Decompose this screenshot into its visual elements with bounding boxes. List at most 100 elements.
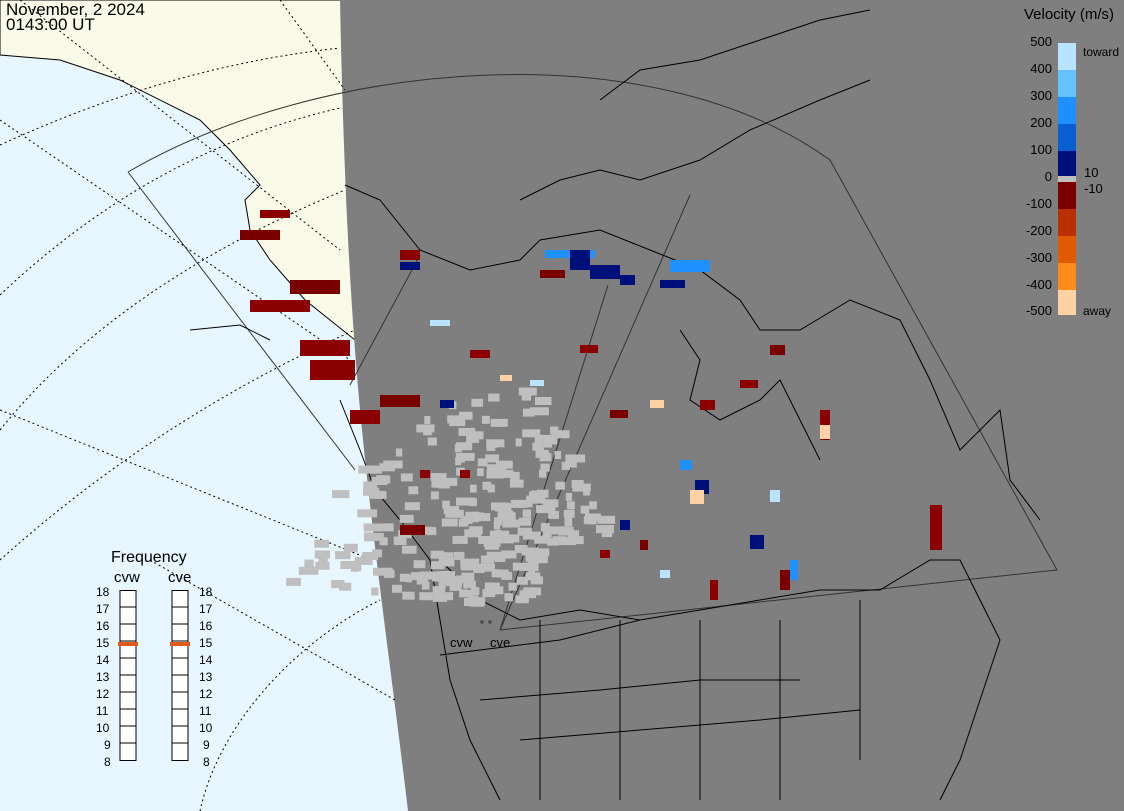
ground-scatter-cell xyxy=(491,569,500,578)
ground-scatter-cell xyxy=(501,550,517,559)
ground-scatter-cell xyxy=(431,479,446,488)
ground-scatter-cell xyxy=(455,442,473,451)
ground-scatter-cell xyxy=(493,521,501,530)
light-velocity-cell xyxy=(500,375,512,381)
ground-scatter-cell xyxy=(485,454,499,463)
toward-velocity-cell xyxy=(660,280,685,288)
freq-tick-right-8: 8 xyxy=(203,755,210,769)
velocity-scale-title: Velocity (m/s) xyxy=(1023,6,1114,23)
ground-scatter-cell xyxy=(380,523,394,532)
ground-scatter-cell xyxy=(504,593,513,602)
ground-scatter-cell xyxy=(298,566,319,575)
cbar-label-300: 300 xyxy=(1030,88,1052,103)
ground-scatter-cell xyxy=(529,407,549,416)
ground-scatter-cell xyxy=(463,580,476,589)
toward-velocity-cell xyxy=(670,260,710,272)
colorbar-toward-1 xyxy=(1058,43,1076,70)
coastlines xyxy=(189,9,1041,801)
ground-scatter-cell xyxy=(534,548,550,557)
ground-scatter-cell xyxy=(515,438,522,447)
light-velocity-cell xyxy=(530,380,544,386)
ground-scatter-cell xyxy=(522,509,532,518)
ground-scatter-cell xyxy=(534,434,555,443)
ground-scatter-cell xyxy=(528,569,535,578)
ground-scatter-cell xyxy=(454,575,470,584)
cbar-label-10: 10 xyxy=(1084,165,1099,180)
freq-tick-right-10: 10 xyxy=(199,721,213,735)
ground-scatter-cell xyxy=(419,571,439,580)
ground-scatter-cell xyxy=(340,561,360,569)
ground-scatter-cell xyxy=(514,545,528,553)
ground-scatter-cell xyxy=(416,576,428,585)
ground-scatter-cell xyxy=(456,497,476,506)
ground-scatter-cell xyxy=(519,590,536,599)
ground-scatter-cell xyxy=(497,512,516,521)
ground-scatter-cell xyxy=(404,502,420,511)
ground-scatter-cell xyxy=(357,509,378,518)
ground-scatter-cell xyxy=(500,469,514,478)
ground-scatter-cell xyxy=(395,448,403,457)
toward-velocity-cell xyxy=(750,535,764,549)
ground-scatter-cell xyxy=(369,532,384,541)
ground-scatter-cell xyxy=(523,408,535,417)
away-velocity-cell xyxy=(700,400,715,410)
ground-scatter-cell xyxy=(532,442,544,451)
colorbar-away-2 xyxy=(1058,209,1076,236)
away-velocity-cell xyxy=(290,280,340,294)
ground-scatter-cell xyxy=(442,500,450,509)
ground-scatter-cell xyxy=(542,529,552,538)
toward-velocity-cell xyxy=(620,275,635,285)
ground-scatter-cell xyxy=(408,486,419,495)
ground-scatter-cell xyxy=(438,580,446,589)
ground-scatter-cell xyxy=(557,537,576,546)
ground-scatter-cell xyxy=(468,595,479,604)
radar-cve-label: cve xyxy=(490,635,511,650)
ground-scatter-cell xyxy=(363,487,380,496)
ground-scatter-cell xyxy=(521,392,531,401)
fov-outline xyxy=(127,74,1058,631)
ground-scatter-cell xyxy=(315,561,330,570)
cbar-label-200: 200 xyxy=(1030,115,1052,130)
ground-scatter-cell xyxy=(517,576,528,585)
freq-tick-left-14: 14 xyxy=(96,653,110,667)
date-label: November, 2 2024 xyxy=(6,0,145,19)
freq-tick-right-11: 11 xyxy=(199,704,212,718)
radar-cve-marker xyxy=(488,620,492,624)
ground-scatter-cell xyxy=(596,525,614,534)
freq-tick-left-17: 17 xyxy=(96,602,110,616)
ground-scatter-cell xyxy=(566,501,575,510)
cbar-label-neg400: -400 xyxy=(1025,277,1052,292)
colorbar-toward-3 xyxy=(1058,97,1076,124)
ground-scatter-cell xyxy=(405,574,413,583)
toward-velocity-cell xyxy=(400,262,420,270)
ground-scatter-cell xyxy=(441,518,458,527)
ground-scatter-cell xyxy=(455,452,475,461)
ground-scatter-cell xyxy=(430,473,447,482)
ground-scatter-cell xyxy=(430,561,445,570)
ground-scatter-cell xyxy=(460,558,480,567)
away-velocity-cell xyxy=(310,360,355,380)
colorbar-away-1 xyxy=(1058,182,1076,209)
cbar-label-neg500: -500 xyxy=(1025,303,1052,318)
toward-velocity-cell xyxy=(590,265,620,279)
ground-scatter-cell xyxy=(413,560,426,569)
ground-scatter-cell xyxy=(373,567,393,576)
away-velocity-cell xyxy=(460,470,470,478)
ground-scatter-cell xyxy=(534,552,542,561)
ground-scatter-cell xyxy=(534,535,551,544)
ground-scatter-cell xyxy=(432,586,446,595)
ground-scatter-cell xyxy=(540,523,550,532)
freq-tick-right-18: 18 xyxy=(199,585,213,599)
freq-tick-right-17: 17 xyxy=(199,602,213,616)
freq-tick-right-9: 9 xyxy=(203,738,210,752)
away-velocity-cell xyxy=(400,525,425,535)
ground-scatter-cell xyxy=(383,460,403,469)
ground-scatter-cell xyxy=(501,502,512,511)
ground-scatter-cell xyxy=(423,427,432,436)
ground-scatter-cell xyxy=(515,595,529,604)
ground-scatter-cell xyxy=(546,537,559,546)
colorbar-away-4 xyxy=(1058,263,1076,290)
cbar-label-neg200: -200 xyxy=(1025,223,1052,238)
away-velocity-cell xyxy=(540,270,565,278)
ground-scatter-cell xyxy=(378,475,386,484)
